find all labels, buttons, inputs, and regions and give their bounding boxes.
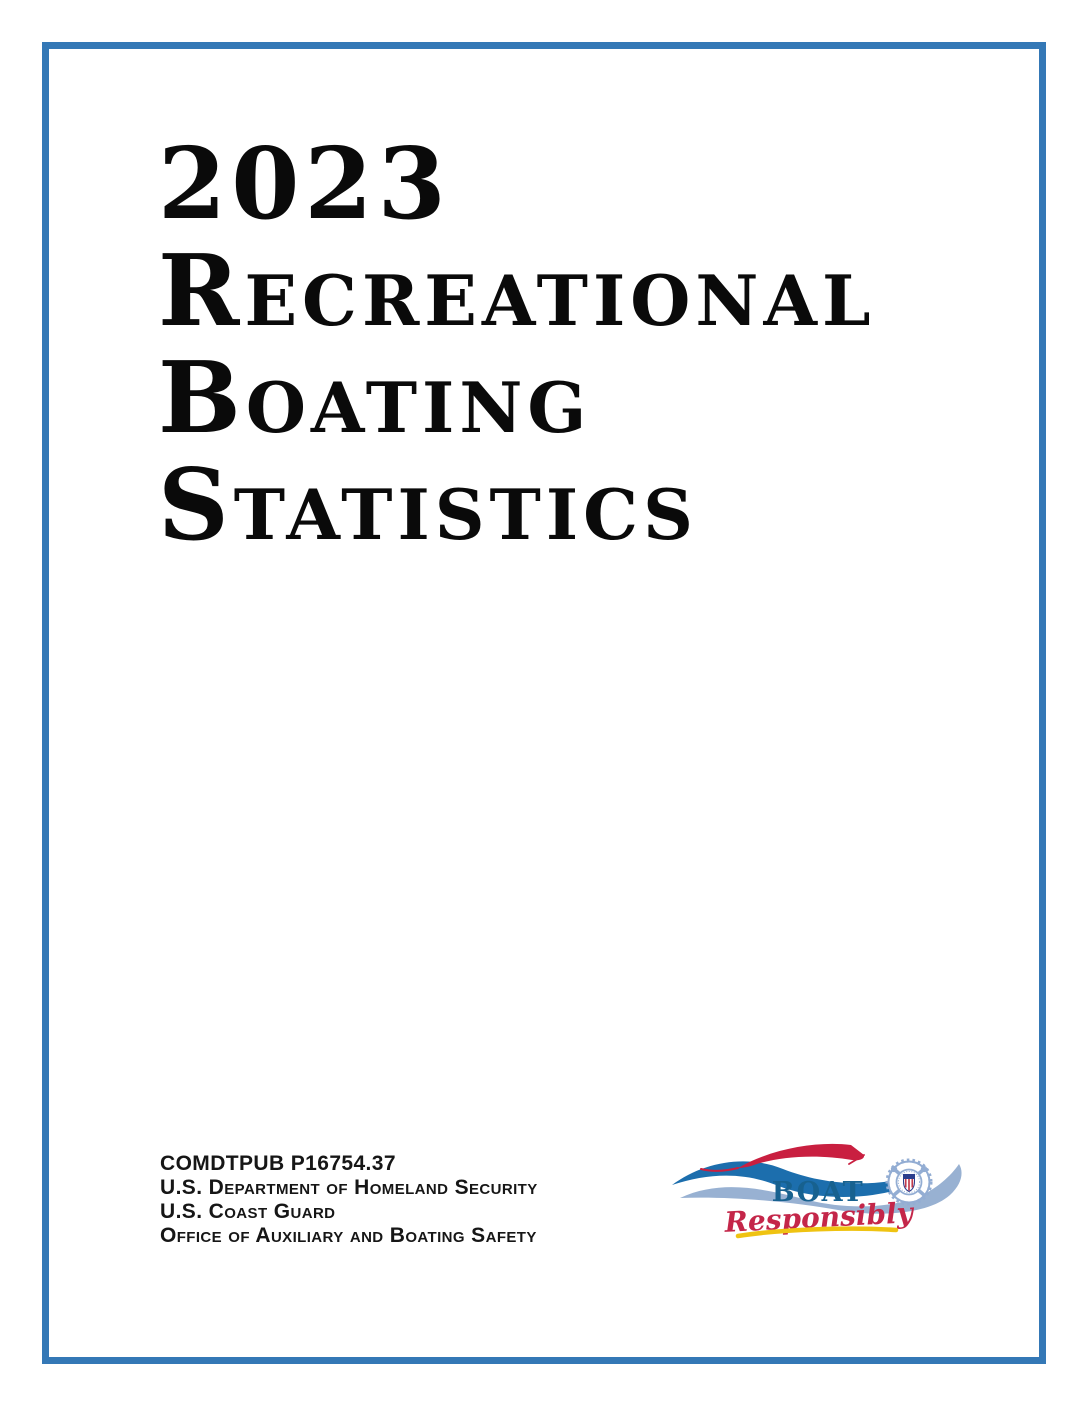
logo-boat-text: BOAT: [772, 1177, 864, 1208]
boat-responsibly-logo: BOAT Responsibly: [668, 1138, 968, 1256]
title-line-year: 2023: [158, 127, 451, 242]
publication-number: COMDTPUB P16754.37: [160, 1152, 396, 1175]
wave-dark-icon: [672, 1161, 922, 1197]
boat-bow-line-icon: [848, 1154, 865, 1165]
boat-hull-icon: [738, 1143, 865, 1168]
page-border: [42, 42, 1046, 1364]
wave-light-icon: [680, 1164, 962, 1214]
publication-info: COMDTPUB P16754.37 U.S. Department of Ho…: [160, 1152, 538, 1248]
office-name: Office of Auxiliary and Boating Safety: [160, 1224, 537, 1247]
agency-name: U.S. Coast Guard: [160, 1200, 336, 1223]
title-line-recreational: Recreational: [158, 234, 876, 349]
title-line-boating: Boating: [158, 341, 592, 456]
boat-stern-line-icon: [700, 1167, 739, 1172]
uscg-seal-icon: [885, 1158, 933, 1206]
page-title: 2023 Recreational Boating Statistics: [158, 131, 876, 559]
underline-swoosh-icon: [735, 1226, 899, 1239]
department-name: U.S. Department of Homeland Security: [160, 1176, 538, 1199]
title-line-statistics: Statistics: [158, 448, 698, 563]
